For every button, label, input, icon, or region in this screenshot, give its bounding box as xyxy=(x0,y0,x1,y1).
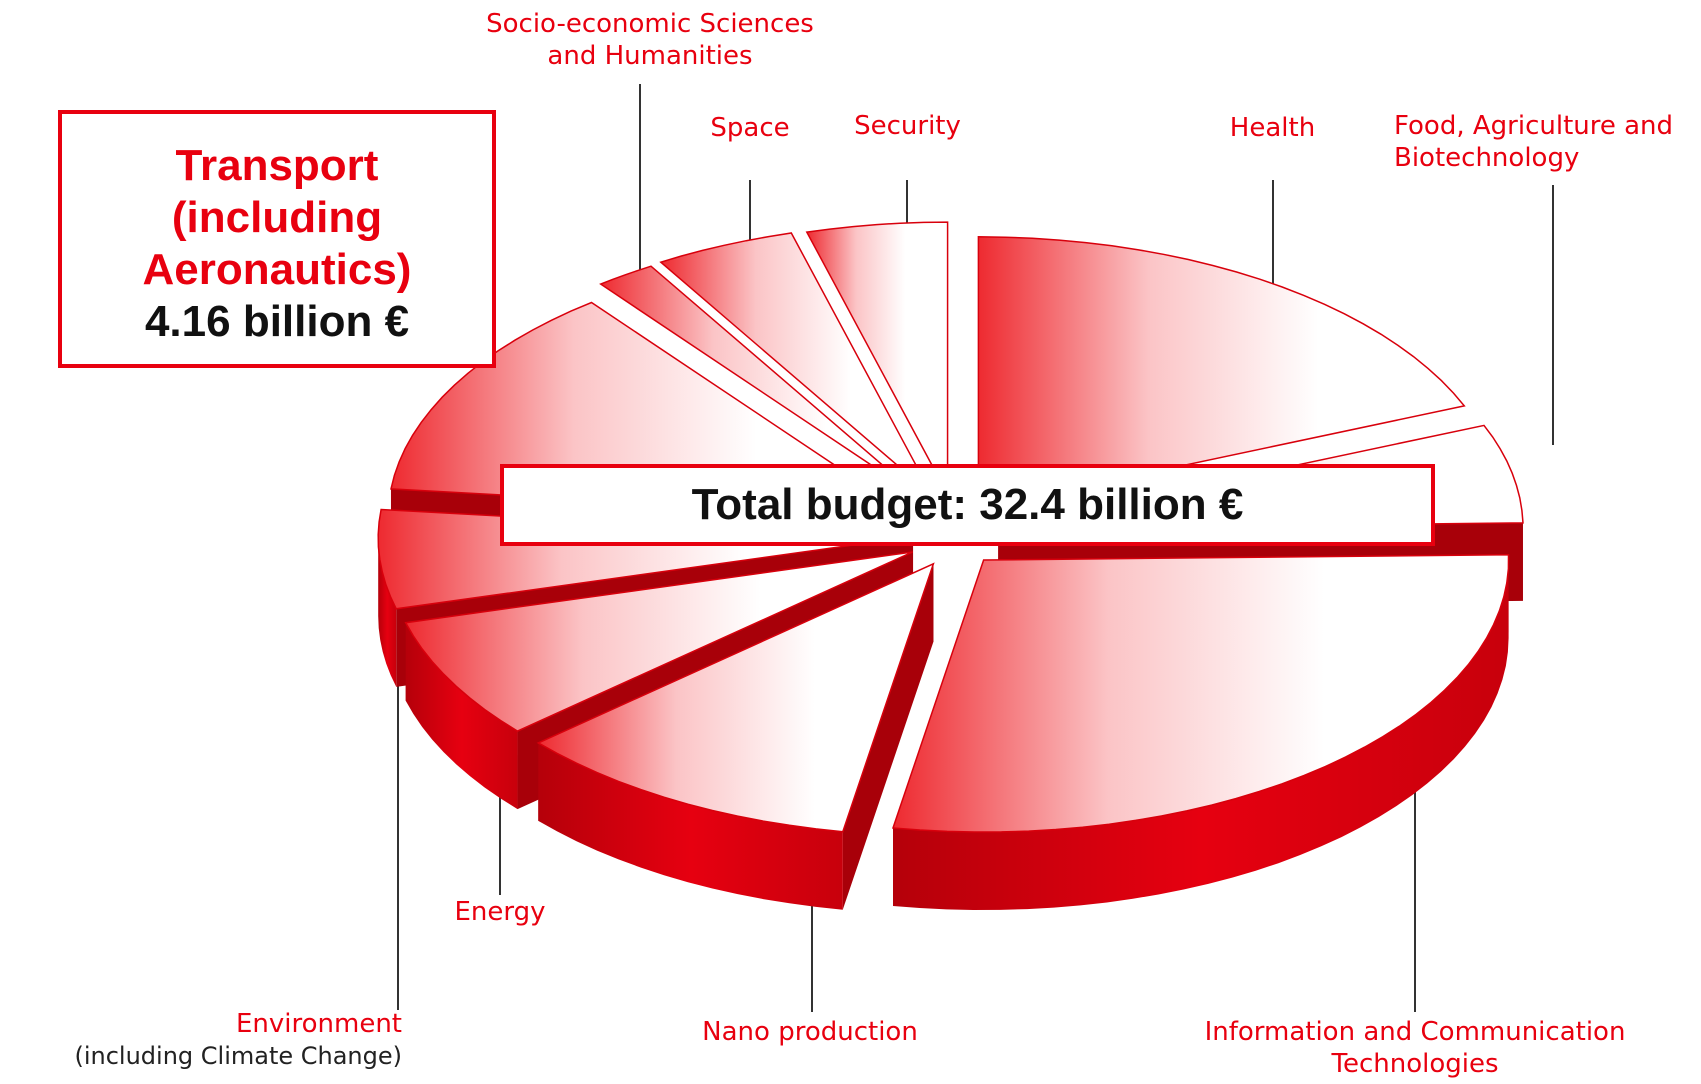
pie-slice-top xyxy=(536,562,935,833)
total-budget-box: Total budget: 32.4 billion € xyxy=(500,464,1435,546)
label-security: Security xyxy=(854,111,961,141)
pie-slice-10 xyxy=(805,221,949,495)
pie-slice-side xyxy=(538,742,843,910)
leader-lines xyxy=(397,84,1554,1012)
pie-slice-side xyxy=(405,622,518,810)
label-nano: Nano production xyxy=(702,1017,918,1047)
pie-slice-3 xyxy=(891,553,1510,910)
label-environment-line2: (including Climate Change) xyxy=(74,1042,402,1070)
pie-slice-top xyxy=(805,221,949,495)
pie-slice-9 xyxy=(659,232,933,496)
label-ict-line2: Technologies xyxy=(1331,1049,1499,1079)
pie-slice-top xyxy=(390,301,916,519)
callout-line3: Aeronautics) xyxy=(142,245,412,294)
label-socio-line2: and Humanities xyxy=(547,41,753,71)
pie-slice-top xyxy=(891,553,1510,833)
callout-line1: Transport xyxy=(175,141,379,190)
label-food-line1: Food, Agriculture and xyxy=(1394,111,1674,141)
pie-slice-top xyxy=(659,232,933,496)
pie-slice-side xyxy=(893,560,1509,910)
label-socio-line1: Socio-economic Sciences xyxy=(486,9,814,39)
pie-slice-1 xyxy=(977,236,1466,510)
callout-line2: (including xyxy=(171,193,383,242)
label-space: Space xyxy=(710,113,790,143)
label-socio-economic: Socio-economic Sciences and Humanities xyxy=(460,8,840,72)
pie-slice-4 xyxy=(536,562,935,910)
pie-slices xyxy=(377,221,1524,910)
pie-slice-8 xyxy=(599,265,923,500)
label-ict: Information and Communication Technologi… xyxy=(1170,1016,1660,1080)
label-food: Food, Agriculture and Biotechnology xyxy=(1394,110,1673,174)
pie-slice-top xyxy=(977,236,1466,510)
callout-value: 4.16 billion € xyxy=(144,297,410,346)
label-environment-line1: Environment xyxy=(235,1009,402,1039)
pie-slice-top xyxy=(599,265,923,500)
label-environment: Environment (including Climate Change) xyxy=(10,1008,402,1072)
label-food-line2: Biotechnology xyxy=(1394,143,1580,173)
label-ict-line1: Information and Communication xyxy=(1204,1017,1626,1047)
transport-callout: Transport (including Aeronautics) 4.16 b… xyxy=(58,110,496,368)
label-health: Health xyxy=(1229,113,1316,143)
label-energy: Energy xyxy=(454,897,546,927)
pie-slice-top xyxy=(404,551,913,732)
